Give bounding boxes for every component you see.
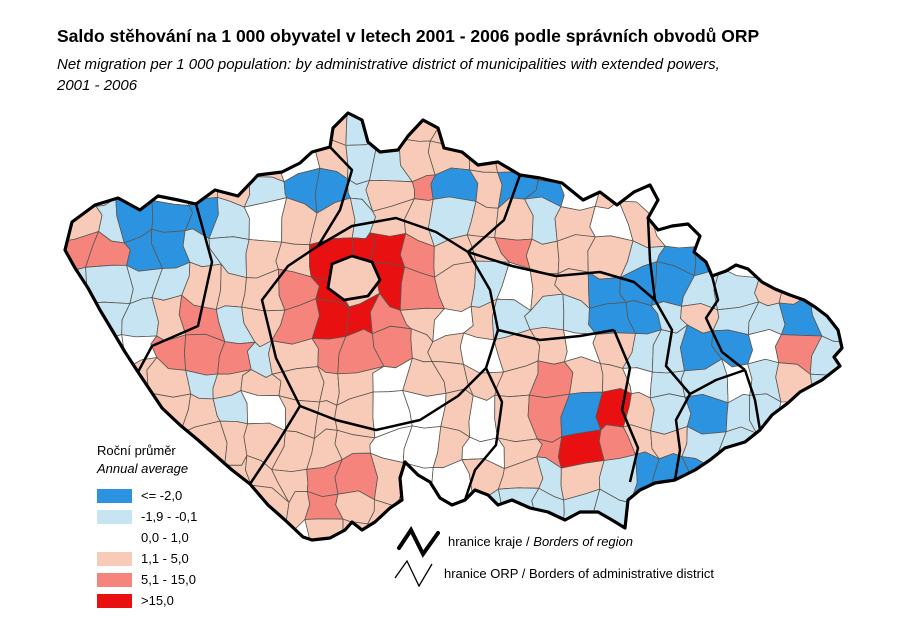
- legend-label: 0,0 - 1,0: [141, 530, 189, 545]
- region-border-legend: hranice kraje / Borders of region: [396, 524, 633, 558]
- legend-swatch-lightpink-icon: [97, 551, 132, 566]
- orp-border-label: hranice ORP / Borders of administrative …: [444, 565, 714, 581]
- orp-border-line-icon: [394, 559, 433, 588]
- legend-item: 1,1 - 5,0: [97, 548, 197, 569]
- region-border: [260, 216, 500, 432]
- legend-swatch-blue-icon: [97, 488, 132, 503]
- prague-district: [326, 254, 382, 302]
- region-border: [463, 367, 504, 501]
- district-cell: [468, 394, 499, 443]
- district-cell: [91, 328, 126, 373]
- region-border: [743, 369, 762, 431]
- page-title: Saldo stěhování na 1 000 obyvatel v lete…: [57, 26, 760, 46]
- legend-swatch-salmon-icon: [97, 572, 132, 587]
- region-border: [673, 393, 692, 481]
- color-legend: Roční průměr Annual average <= -2,0 -1,9…: [97, 443, 197, 611]
- district-cell: [525, 238, 560, 275]
- district-cell: [304, 518, 344, 540]
- region-border-label-cz: hranice kraje /: [448, 533, 530, 549]
- legend-swatch-red-icon: [97, 593, 132, 608]
- region-border: [248, 405, 302, 485]
- legend-item: 0,0 - 1,0: [97, 527, 197, 548]
- region-border: [612, 329, 640, 483]
- legend-item: -1,9 - -0,1: [97, 506, 197, 527]
- district-cell: [684, 393, 729, 435]
- page-subtitle: Net migration per 1 000 population: by a…: [57, 54, 720, 96]
- legend-label: 1,1 - 5,0: [141, 551, 189, 566]
- legend-label: -1,9 - -0,1: [141, 509, 198, 524]
- district-cell: [112, 168, 153, 201]
- region-border: [497, 328, 615, 342]
- district-cell: [210, 139, 252, 181]
- district-cell: [808, 261, 842, 296]
- region-border-label-en: Borders of region: [533, 533, 634, 549]
- region-border: [704, 275, 746, 371]
- district-cell: [65, 266, 89, 307]
- region-border: [689, 368, 746, 396]
- region-border-label: hranice kraje / Borders of region: [448, 534, 633, 549]
- region-border: [653, 299, 691, 395]
- region-border: [316, 146, 354, 247]
- legend-label: >15,0: [141, 593, 174, 608]
- subtitle-line-2: 2001 - 2006: [57, 77, 138, 94]
- region-border: [136, 203, 214, 373]
- district-cell: [525, 132, 558, 183]
- orp-border-legend: hranice ORP / Borders of administrative …: [392, 556, 714, 590]
- legend-item: 5,1 - 15,0: [97, 569, 197, 590]
- district-cell: [177, 141, 223, 180]
- region-border: [646, 217, 657, 301]
- district-cell: [369, 232, 407, 268]
- legend-item: >15,0: [97, 590, 197, 611]
- district-cell: [306, 113, 348, 146]
- region-border: [467, 250, 656, 301]
- region-border: [467, 174, 522, 253]
- region-border-line-icon: [397, 526, 440, 558]
- subtitle-line-1: Net migration per 1 000 population: by a…: [57, 56, 720, 73]
- legend-title-cz: Roční průměr: [97, 443, 176, 458]
- legend-label: 5,1 - 15,0: [141, 572, 196, 587]
- legend-swatch-lightblue-icon: [97, 509, 132, 524]
- legend-item: <= -2,0: [97, 485, 197, 506]
- legend-label: <= -2,0: [141, 488, 183, 503]
- legend-swatch-white-icon: [97, 530, 132, 545]
- district-cell: [345, 113, 379, 146]
- district-cell: [398, 499, 441, 519]
- legend-title-en: Annual average: [97, 461, 189, 476]
- country-outline: [63, 111, 844, 542]
